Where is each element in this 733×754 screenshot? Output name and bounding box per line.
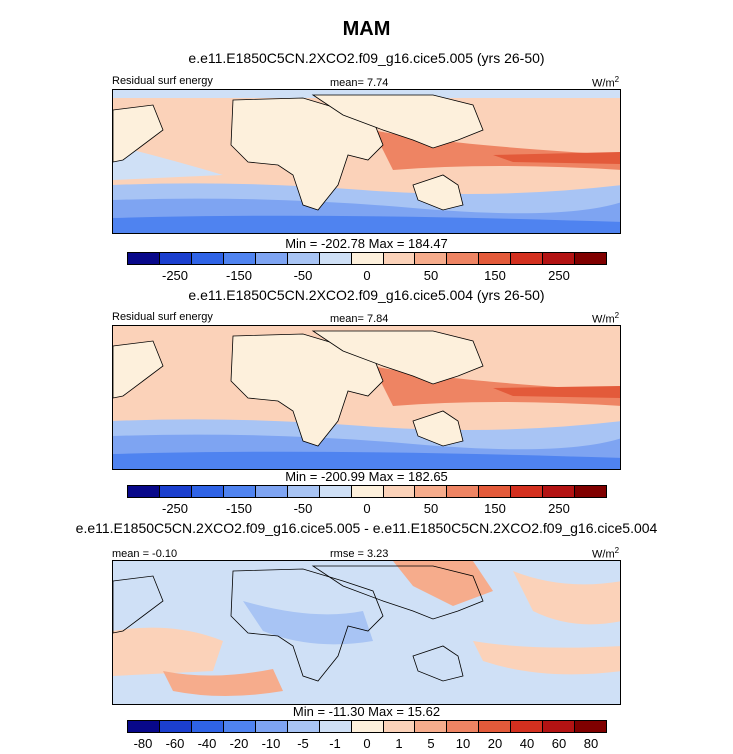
colorbar-swatch <box>575 253 607 264</box>
colorbar-tick-label: 80 <box>583 736 599 751</box>
colorbar-tick-label: 250 <box>548 501 570 516</box>
colorbar-swatch <box>255 253 288 264</box>
colorbar-swatch <box>543 486 576 497</box>
panel1-mean-label: mean= 7.74 <box>330 77 389 89</box>
colorbar-tick-label: -60 <box>165 736 185 751</box>
colorbar-swatch <box>319 253 352 264</box>
colorbar-swatch <box>511 721 544 732</box>
panel1-minmax: Min = -202.78 Max = 184.47 <box>285 236 448 251</box>
colorbar-tick-label: 1 <box>395 736 403 751</box>
panel1-colorbar <box>127 252 607 265</box>
colorbar-swatch <box>128 253 160 264</box>
colorbar-swatch <box>447 253 480 264</box>
colorbar-swatch <box>159 721 192 732</box>
panel2-subtitle: e.e11.E1850C5CN.2XCO2.f09_g16.cice5.004 … <box>188 287 545 303</box>
colorbar-swatch <box>543 721 576 732</box>
colorbar-swatch <box>128 721 160 732</box>
panel3-subtitle: e.e11.E1850C5CN.2XCO2.f09_g16.cice5.005 … <box>75 520 658 536</box>
panel3-map <box>112 560 621 705</box>
colorbar-swatch <box>543 253 576 264</box>
colorbar-tick-label: -1 <box>329 736 341 751</box>
colorbar-swatch <box>287 253 320 264</box>
colorbar-swatch <box>575 486 607 497</box>
colorbar-swatch <box>383 721 416 732</box>
panel2-map <box>112 325 621 470</box>
colorbar-swatch <box>159 253 192 264</box>
colorbar-swatch <box>479 486 512 497</box>
panel3-mean-label: mean = -0.10 <box>112 548 178 560</box>
colorbar-swatch <box>479 721 512 732</box>
colorbar-tick-label: 5 <box>427 736 435 751</box>
colorbar-swatch <box>511 486 544 497</box>
colorbar-swatch <box>319 721 352 732</box>
colorbar-swatch <box>479 253 512 264</box>
colorbar-swatch <box>351 253 384 264</box>
colorbar-tick-label: 50 <box>423 268 439 283</box>
panel3-units: W/m2 <box>592 546 620 561</box>
colorbar-swatch <box>287 486 320 497</box>
colorbar-tick-label: 150 <box>484 501 506 516</box>
colorbar-tick-label: -5 <box>297 736 309 751</box>
colorbar-tick-label: 10 <box>455 736 471 751</box>
colorbar-tick-label: 0 <box>363 736 371 751</box>
panel2-colorbar-ticks: -250 -150 -50 0 50 150 250 <box>127 501 607 517</box>
colorbar-tick-label: 50 <box>423 501 439 516</box>
colorbar-tick-label: 150 <box>484 268 506 283</box>
colorbar-swatch <box>191 486 224 497</box>
colorbar-tick-label: 0 <box>363 268 371 283</box>
panel1-subtitle: e.e11.E1850C5CN.2XCO2.f09_g16.cice5.005 … <box>188 50 545 66</box>
panel1-map <box>112 89 621 234</box>
colorbar-swatch <box>223 486 256 497</box>
colorbar-swatch <box>415 721 448 732</box>
colorbar-tick-label: -10 <box>261 736 281 751</box>
panel2-field-label: Residual surf energy <box>112 311 213 323</box>
colorbar-swatch <box>575 721 607 732</box>
colorbar-tick-label: 250 <box>548 268 570 283</box>
colorbar-tick-label: 20 <box>487 736 503 751</box>
colorbar-tick-label: -40 <box>197 736 217 751</box>
panel2-mean-label: mean= 7.84 <box>330 313 389 325</box>
panel1-colorbar-ticks: -250 -150 -50 0 50 150 250 <box>127 268 607 284</box>
colorbar-tick-label: -80 <box>133 736 153 751</box>
colorbar-swatch <box>223 253 256 264</box>
colorbar-swatch <box>191 253 224 264</box>
colorbar-tick-label: -250 <box>161 268 189 283</box>
colorbar-swatch <box>287 721 320 732</box>
colorbar-tick-label: -250 <box>161 501 189 516</box>
plot-title: MAM <box>342 18 391 40</box>
colorbar-swatch <box>128 486 160 497</box>
panel3-rmse-label: rmse = 3.23 <box>330 548 389 560</box>
colorbar-tick-label: 40 <box>519 736 535 751</box>
colorbar-swatch <box>223 721 256 732</box>
colorbar-swatch <box>255 486 288 497</box>
colorbar-swatch <box>447 486 480 497</box>
colorbar-tick-label: 0 <box>363 501 371 516</box>
colorbar-swatch <box>511 253 544 264</box>
colorbar-swatch <box>351 721 384 732</box>
panel3-colorbar <box>127 720 607 733</box>
colorbar-tick-label: -50 <box>293 268 313 283</box>
colorbar-tick-label: -50 <box>293 501 313 516</box>
colorbar-swatch <box>351 486 384 497</box>
panel1-units: W/m2 <box>592 75 620 90</box>
panel2-units: W/m2 <box>592 311 620 326</box>
panel2-colorbar <box>127 485 607 498</box>
colorbar-tick-label: -150 <box>225 268 253 283</box>
panel2-minmax: Min = -200.99 Max = 182.65 <box>285 469 448 484</box>
colorbar-swatch <box>319 486 352 497</box>
colorbar-tick-label: -20 <box>229 736 249 751</box>
colorbar-swatch <box>255 721 288 732</box>
colorbar-swatch <box>159 486 192 497</box>
colorbar-swatch <box>383 486 416 497</box>
panel1-field-label: Residual surf energy <box>112 75 213 87</box>
colorbar-swatch <box>415 486 448 497</box>
colorbar-tick-label: -150 <box>225 501 253 516</box>
panel3-minmax: Min = -11.30 Max = 15.62 <box>292 704 441 719</box>
panel3-colorbar-ticks: -80 -60 -40 -20 -10 -5 -1 0 1 5 10 20 40 60 80 <box>127 736 607 752</box>
colorbar-swatch <box>447 721 480 732</box>
colorbar-tick-label: 60 <box>551 736 567 751</box>
colorbar-swatch <box>383 253 416 264</box>
colorbar-swatch <box>191 721 224 732</box>
colorbar-swatch <box>415 253 448 264</box>
